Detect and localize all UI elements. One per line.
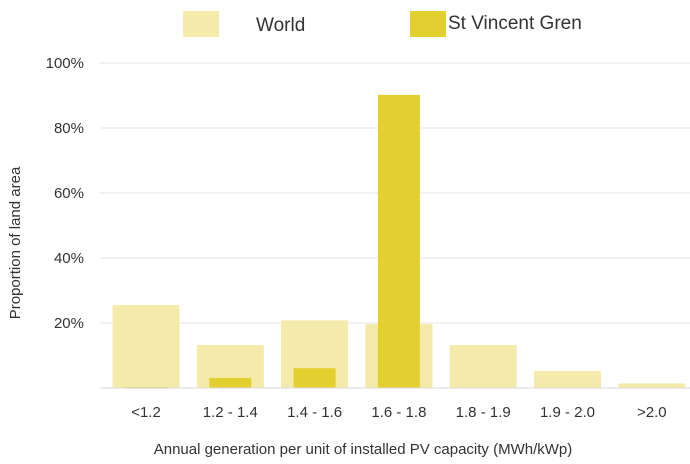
bar-st-vincent-gren — [377, 94, 420, 388]
bar-world — [112, 305, 180, 388]
legend: World St Vincent Gren — [183, 11, 582, 37]
legend-swatch-st-vincent-gren — [410, 11, 446, 37]
y-tick-label: 60% — [54, 185, 84, 202]
legend-label-world: World — [256, 15, 305, 36]
bar-world — [449, 345, 517, 388]
y-tick-label: 100% — [46, 55, 84, 72]
x-tick-label: >2.0 — [637, 404, 667, 421]
bar-st-vincent-gren — [293, 368, 336, 388]
bar-world — [618, 383, 686, 388]
x-tick-label: 1.2 - 1.4 — [203, 404, 258, 421]
x-axis-ticks: <1.2 1.2 - 1.4 1.4 - 1.6 1.6 - 1.8 1.8 - 1.9… — [131, 404, 666, 421]
y-tick-label: 80% — [54, 120, 84, 137]
y-tick-label: 40% — [54, 250, 84, 267]
bar-st-vincent-gren — [209, 377, 252, 388]
world-series — [112, 305, 686, 388]
bar-world — [534, 371, 601, 388]
legend-swatch-world — [183, 11, 219, 37]
y-tick-label: 20% — [54, 315, 84, 332]
x-tick-label: 1.6 - 1.8 — [371, 404, 426, 421]
x-tick-label: 1.4 - 1.6 — [287, 404, 342, 421]
x-tick-label: <1.2 — [131, 404, 161, 421]
x-axis-label: Annual generation per unit of installed … — [154, 441, 573, 458]
y-axis-ticks: 20% 40% 60% 80% 100% — [46, 55, 84, 332]
x-tick-label: 1.9 - 2.0 — [540, 404, 595, 421]
st-vincent-gren-series — [125, 94, 420, 388]
legend-label-st-vincent-gren: St Vincent Gren — [448, 13, 582, 34]
x-tick-label: 1.8 - 1.9 — [456, 404, 511, 421]
y-axis-label: Proportion of land area — [7, 166, 24, 319]
